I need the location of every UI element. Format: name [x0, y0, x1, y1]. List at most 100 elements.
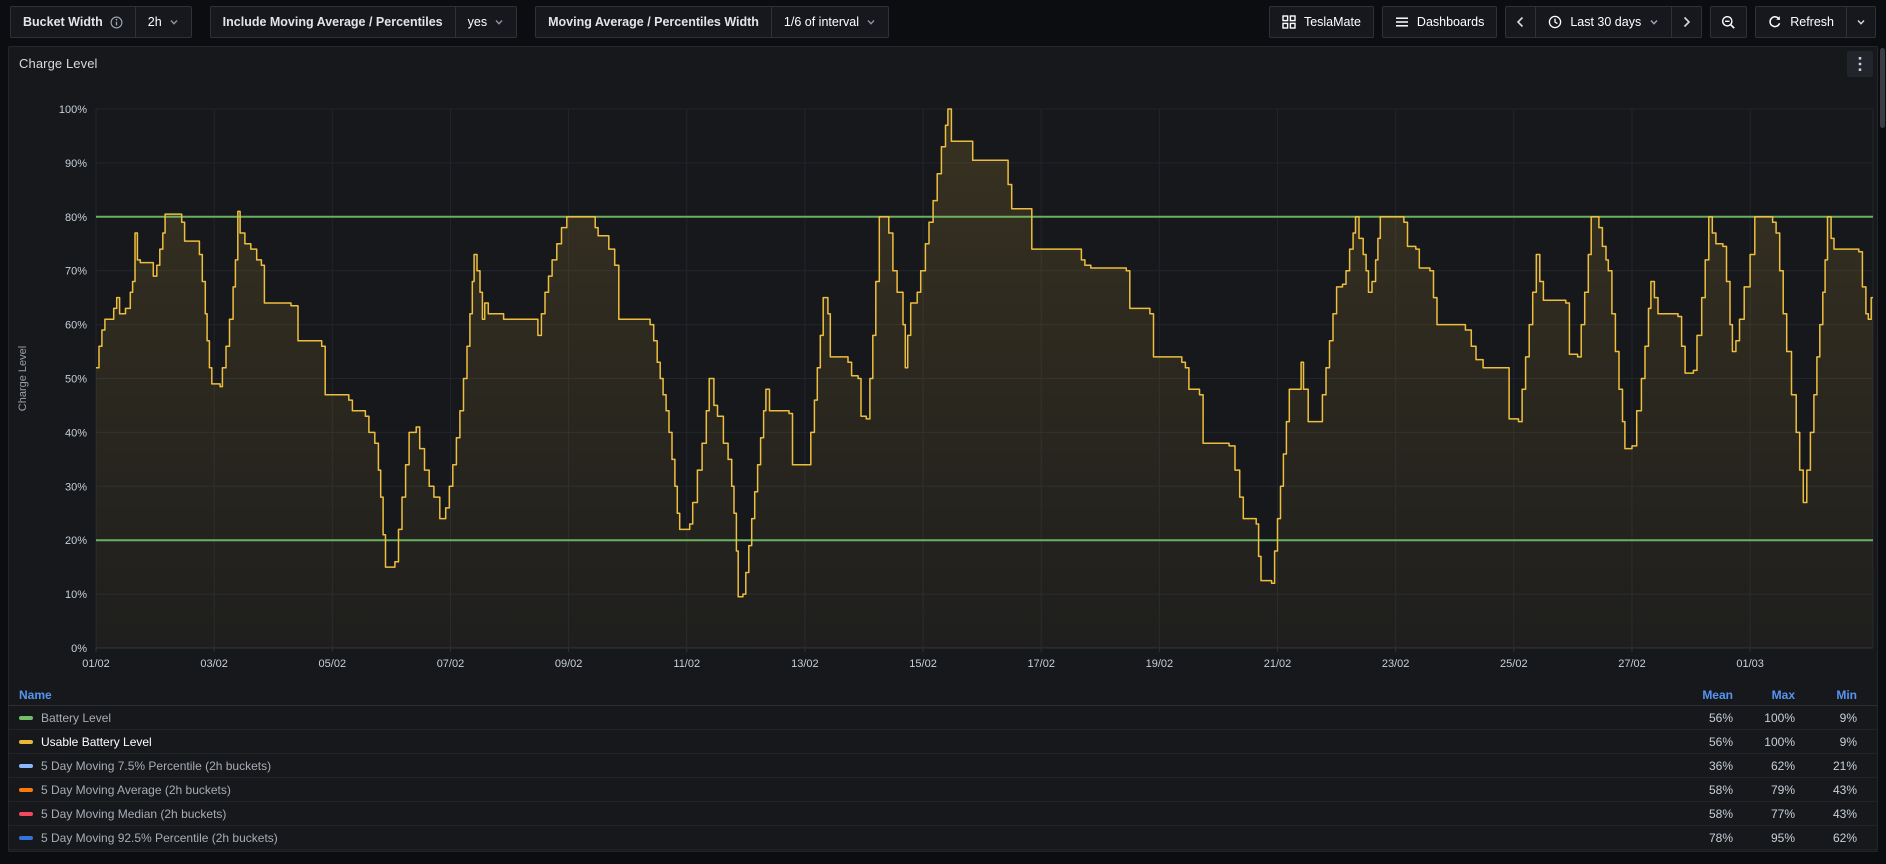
legend-min-value: 62% [1795, 831, 1857, 845]
legend-mean-value: 36% [1671, 759, 1733, 773]
svg-text:13/02: 13/02 [791, 658, 819, 670]
dashboards-label: Dashboards [1417, 15, 1484, 29]
legend-series-toggle[interactable]: Battery Level [19, 711, 1671, 725]
chevron-down-icon [1649, 17, 1659, 27]
legend-header-min[interactable]: Min [1795, 688, 1857, 702]
svg-text:01/02: 01/02 [82, 658, 110, 670]
chevron-down-icon [494, 17, 504, 27]
clock-icon [1548, 15, 1562, 29]
variable-label: Include Moving Average / Percentiles [210, 6, 455, 38]
svg-text:70%: 70% [65, 266, 87, 278]
charge-level-panel: Charge Level 0%10%20%30%40%50%60%70%80%9… [8, 46, 1878, 852]
time-range-label: Last 30 days [1570, 15, 1641, 29]
refresh-label: Refresh [1790, 15, 1834, 29]
variable-group-2: Moving Average / Percentiles Width1/6 of… [535, 6, 889, 38]
dashboards-list-icon [1395, 15, 1409, 29]
legend-mean-value: 58% [1671, 783, 1733, 797]
legend-max-value: 77% [1733, 807, 1795, 821]
svg-text:11/02: 11/02 [673, 658, 700, 670]
legend-header-name[interactable]: Name [19, 688, 1671, 702]
variable-label: Bucket Width [10, 6, 135, 38]
series-color-swatch [19, 740, 33, 744]
variable-label: Moving Average / Percentiles Width [535, 6, 771, 38]
chevron-left-icon [1516, 16, 1525, 28]
svg-text:15/02: 15/02 [909, 658, 937, 670]
legend-min-value: 9% [1795, 735, 1857, 749]
legend-row: Usable Battery Level56%100%9% [9, 730, 1877, 754]
legend-row: 5 Day Moving Average (2h buckets)58%79%4… [9, 778, 1877, 802]
zoom-out-button[interactable] [1710, 6, 1747, 38]
svg-text:100%: 100% [59, 104, 87, 116]
dashboard-toolbar: Bucket Width2h Include Moving Average / P… [0, 0, 1886, 44]
legend-min-value: 21% [1795, 759, 1857, 773]
svg-text:20%: 20% [65, 535, 87, 547]
apps-grid-icon [1282, 15, 1296, 29]
legend-header-mean[interactable]: Mean [1671, 688, 1733, 702]
series-color-swatch [19, 788, 33, 792]
svg-text:90%: 90% [65, 158, 87, 170]
info-icon[interactable] [110, 16, 123, 29]
chevron-down-icon [866, 17, 876, 27]
legend-min-value: 43% [1795, 783, 1857, 797]
panel-title: Charge Level [19, 56, 98, 71]
legend-max-value: 79% [1733, 783, 1795, 797]
refresh-group: Refresh [1755, 6, 1876, 38]
variable-controls: Bucket Width2h Include Moving Average / P… [10, 6, 907, 38]
svg-text:17/02: 17/02 [1027, 658, 1055, 670]
svg-text:50%: 50% [65, 374, 87, 386]
svg-text:27/02: 27/02 [1618, 658, 1646, 670]
legend-row: 5 Day Moving Median (2h buckets)58%77%43… [9, 802, 1877, 826]
svg-text:0%: 0% [71, 643, 87, 655]
legend-series-toggle[interactable]: 5 Day Moving Average (2h buckets) [19, 783, 1671, 797]
series-color-swatch [19, 764, 33, 768]
toolbar-right: TeslaMate Dashboards Last 30 days [1269, 6, 1876, 38]
svg-text:21/02: 21/02 [1264, 658, 1292, 670]
series-color-swatch [19, 716, 33, 720]
teslamate-label: TeslaMate [1304, 15, 1361, 29]
charge-level-chart[interactable]: 0%10%20%30%40%50%60%70%80%90%100%01/0203… [9, 83, 1877, 685]
legend-row: Battery Level56%100%9% [9, 706, 1877, 730]
series-color-swatch [19, 836, 33, 840]
chevron-down-icon [169, 17, 179, 27]
legend-row: 5 Day Moving 7.5% Percentile (2h buckets… [9, 754, 1877, 778]
svg-text:Charge Level: Charge Level [17, 346, 29, 411]
legend-mean-value: 56% [1671, 735, 1733, 749]
page-scrollbar[interactable] [1880, 48, 1885, 128]
legend-header-max[interactable]: Max [1733, 688, 1795, 702]
legend-mean-value: 58% [1671, 807, 1733, 821]
svg-text:07/02: 07/02 [437, 658, 465, 670]
legend-table: Name Mean Max Min Battery Level56%100%9%… [9, 685, 1877, 850]
refresh-icon [1768, 15, 1782, 29]
variable-group-0: Bucket Width2h [10, 6, 192, 38]
series-color-swatch [19, 812, 33, 816]
time-shift-forward-button[interactable] [1671, 6, 1702, 38]
panel-menu-button[interactable] [1847, 51, 1873, 77]
legend-series-toggle[interactable]: 5 Day Moving 92.5% Percentile (2h bucket… [19, 831, 1671, 845]
time-shift-back-button[interactable] [1505, 6, 1535, 38]
variable-value-dropdown[interactable]: 2h [135, 6, 192, 38]
svg-text:01/03: 01/03 [1736, 658, 1764, 670]
legend-header-row: Name Mean Max Min [9, 685, 1877, 706]
svg-text:19/02: 19/02 [1146, 658, 1174, 670]
legend-mean-value: 78% [1671, 831, 1733, 845]
variable-value-dropdown[interactable]: yes [455, 6, 517, 38]
svg-text:60%: 60% [65, 320, 87, 332]
legend-row: 5 Day Moving 92.5% Percentile (2h bucket… [9, 826, 1877, 850]
time-range-group: Last 30 days [1505, 6, 1702, 38]
refresh-button[interactable]: Refresh [1755, 6, 1846, 38]
variable-group-1: Include Moving Average / Percentilesyes [210, 6, 517, 38]
time-range-picker[interactable]: Last 30 days [1535, 6, 1671, 38]
legend-series-toggle[interactable]: Usable Battery Level [19, 735, 1671, 749]
dashboards-button[interactable]: Dashboards [1382, 6, 1497, 38]
legend-series-toggle[interactable]: 5 Day Moving 7.5% Percentile (2h buckets… [19, 759, 1671, 773]
svg-text:09/02: 09/02 [555, 658, 583, 670]
legend-series-toggle[interactable]: 5 Day Moving Median (2h buckets) [19, 807, 1671, 821]
svg-text:10%: 10% [65, 589, 87, 601]
variable-value-dropdown[interactable]: 1/6 of interval [771, 6, 889, 38]
svg-text:03/02: 03/02 [200, 658, 228, 670]
zoom-out-icon [1721, 15, 1736, 30]
refresh-interval-dropdown[interactable] [1846, 6, 1876, 38]
svg-text:80%: 80% [65, 212, 87, 224]
teslamate-button[interactable]: TeslaMate [1269, 6, 1374, 38]
chevron-down-icon [1856, 17, 1866, 27]
